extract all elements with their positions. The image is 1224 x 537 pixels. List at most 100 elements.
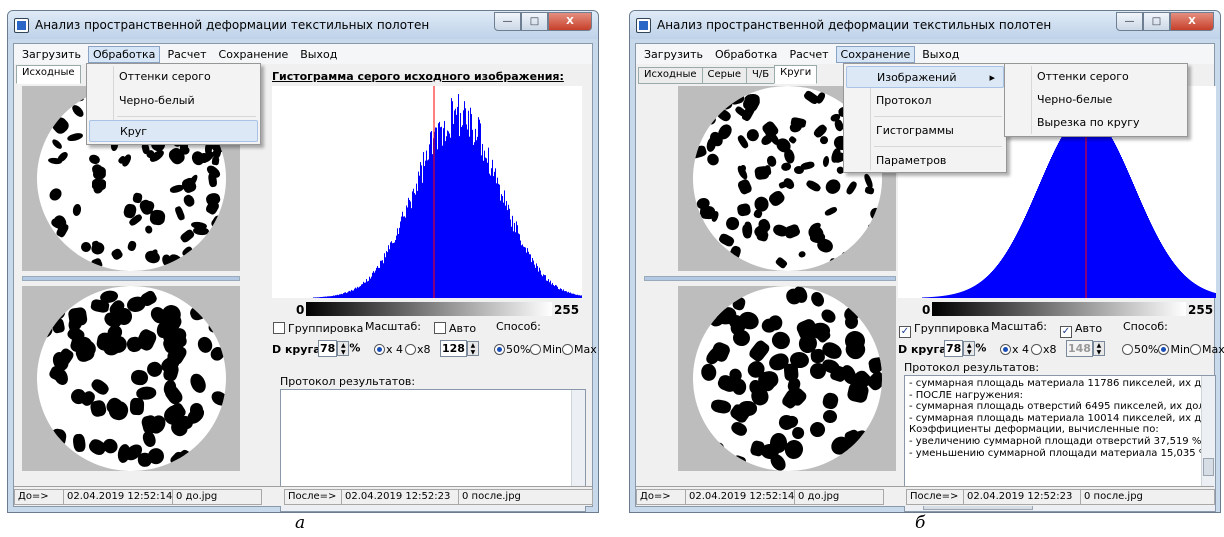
radio-method-max[interactable] bbox=[561, 344, 573, 355]
tab-gray[interactable]: Серые bbox=[701, 67, 748, 84]
radio-method-50[interactable] bbox=[1122, 344, 1133, 355]
menu-calc[interactable]: Расчет bbox=[167, 47, 207, 61]
menu-icon-strip bbox=[870, 66, 871, 170]
histogram-bar bbox=[971, 287, 972, 298]
histogram-bar bbox=[1175, 265, 1176, 298]
histogram-bar bbox=[1118, 150, 1119, 298]
menu-item-params[interactable]: Параметров bbox=[876, 154, 947, 167]
menu-item-grayscale[interactable]: Оттенки серого bbox=[119, 70, 211, 83]
grouping-checkbox[interactable]: Группировка bbox=[273, 322, 363, 335]
menu-item-protocol[interactable]: Протокол bbox=[876, 94, 932, 107]
radio-scale-8[interactable] bbox=[1031, 344, 1043, 355]
auto-checkbox[interactable]: ✓ Авто bbox=[1060, 322, 1102, 338]
gray-gradient-bar bbox=[306, 302, 552, 316]
pore-blob bbox=[741, 224, 753, 240]
radio-method-max[interactable] bbox=[1189, 344, 1201, 355]
histogram-bar bbox=[1088, 114, 1089, 298]
spin-arrows[interactable]: ▲ ▼ bbox=[963, 341, 976, 356]
histogram-bar bbox=[1142, 204, 1143, 298]
histogram-bar bbox=[933, 296, 934, 298]
histogram-bar bbox=[1167, 253, 1168, 298]
menu-save[interactable]: Сохранение bbox=[835, 45, 916, 63]
pore-blob bbox=[66, 131, 84, 143]
spin-arrows[interactable]: ▲ ▼ bbox=[466, 341, 479, 356]
histogram-bar bbox=[1180, 270, 1181, 298]
scroll-thumb[interactable] bbox=[1203, 458, 1214, 476]
diameter-spinner[interactable]: 78 ▲ ▼% bbox=[944, 340, 986, 357]
menu-exit[interactable]: Выход bbox=[300, 47, 338, 61]
menu-load[interactable]: Загрузить bbox=[22, 47, 81, 61]
submenu-item-bw[interactable]: Черно-белые bbox=[1037, 93, 1113, 106]
threshold-spinner[interactable]: 128 ▲ ▼ bbox=[440, 340, 479, 357]
submenu-item-grayscale[interactable]: Оттенки серого bbox=[1037, 70, 1129, 83]
diameter-spinner[interactable]: 78 ▲ ▼% bbox=[318, 340, 360, 357]
pore-blob bbox=[723, 215, 741, 233]
title-bar[interactable]: Анализ пространственной деформации текст… bbox=[8, 11, 598, 39]
histogram-bar bbox=[373, 271, 374, 298]
spin-arrows[interactable]: ▲ ▼ bbox=[337, 341, 350, 356]
minimize-button[interactable]: — bbox=[1116, 12, 1143, 31]
protocol-line: - суммарная площадь материала 10014 пикс… bbox=[909, 412, 1216, 424]
maximize-button[interactable]: □ bbox=[1143, 12, 1170, 31]
menu-exit[interactable]: Выход bbox=[922, 47, 960, 61]
radio-scale-4[interactable] bbox=[374, 344, 385, 355]
title-bar[interactable]: Анализ пространственной деформации текст… bbox=[630, 11, 1220, 39]
maximize-button[interactable]: □ bbox=[521, 12, 548, 31]
threshold-value[interactable]: 148 bbox=[1066, 340, 1093, 357]
threshold-spinner[interactable]: 148 ▲ ▼ bbox=[1066, 340, 1105, 357]
menu-save[interactable]: Сохранение bbox=[218, 47, 289, 61]
menu-item-images[interactable]: Изображений ▸ bbox=[846, 66, 1004, 88]
vertical-scrollbar[interactable] bbox=[571, 390, 585, 497]
histogram-bar bbox=[937, 296, 938, 298]
diameter-value[interactable]: 78 bbox=[318, 340, 338, 357]
menu-item-circle[interactable]: Круг bbox=[89, 120, 258, 142]
window-title: Анализ пространственной деформации текст… bbox=[657, 18, 1052, 32]
pore-blob bbox=[704, 151, 721, 168]
spin-arrows[interactable]: ▲ ▼ bbox=[1092, 341, 1105, 356]
histogram-bar bbox=[1043, 174, 1044, 298]
menu-load[interactable]: Загрузить bbox=[644, 47, 703, 61]
histogram-bar bbox=[1050, 159, 1051, 298]
histogram-bar bbox=[413, 188, 414, 298]
pane-splitter[interactable] bbox=[22, 276, 240, 281]
menu-item-histograms[interactable]: Гистограммы bbox=[876, 124, 954, 137]
tab-source[interactable]: Исходные bbox=[16, 65, 81, 84]
status-after-file: 0 после.jpg bbox=[458, 489, 593, 505]
pane-splitter[interactable] bbox=[644, 276, 896, 281]
radio-scale-4[interactable] bbox=[1000, 344, 1011, 355]
submenu-item-circle-cut[interactable]: Вырезка по кругу bbox=[1037, 116, 1140, 129]
histogram-bar bbox=[1174, 263, 1175, 298]
radio-method-min[interactable] bbox=[1158, 344, 1170, 355]
vertical-scrollbar[interactable] bbox=[1201, 376, 1215, 497]
tab-circles[interactable]: Круги bbox=[774, 65, 818, 84]
menu-calc[interactable]: Расчет bbox=[789, 47, 829, 61]
menu-processing[interactable]: Обработка bbox=[714, 47, 778, 61]
radio-method-min[interactable] bbox=[530, 344, 542, 355]
checkbox-box[interactable] bbox=[273, 322, 285, 334]
images-submenu: Оттенки серого Черно-белые Вырезка по кр… bbox=[1004, 63, 1188, 137]
checkbox-box[interactable]: ✓ bbox=[1060, 326, 1072, 338]
auto-checkbox[interactable]: Авто bbox=[434, 322, 476, 335]
diameter-label: D круга bbox=[272, 343, 321, 356]
histogram-bar bbox=[1089, 114, 1090, 298]
tab-source[interactable]: Исходные bbox=[638, 67, 703, 84]
close-button[interactable]: X bbox=[1170, 12, 1214, 31]
pore-blob bbox=[149, 209, 167, 227]
minimize-button[interactable]: — bbox=[494, 12, 521, 31]
radio-method-50[interactable] bbox=[494, 344, 505, 355]
checkbox-box[interactable]: ✓ bbox=[899, 326, 911, 338]
histogram-bar bbox=[430, 132, 431, 298]
tab-bw[interactable]: Ч/Б bbox=[746, 67, 776, 84]
diameter-value[interactable]: 78 bbox=[944, 340, 964, 357]
histogram-bar bbox=[354, 288, 355, 298]
histogram-bar bbox=[1170, 258, 1171, 298]
close-button[interactable]: X bbox=[548, 12, 592, 31]
menu-processing[interactable]: Обработка bbox=[87, 45, 161, 63]
menu-item-bw[interactable]: Черно-белый bbox=[119, 94, 195, 107]
radio-scale-8[interactable] bbox=[405, 344, 417, 355]
radio-label: Max bbox=[1201, 343, 1224, 356]
grouping-checkbox[interactable]: ✓ Группировка bbox=[899, 322, 989, 338]
threshold-value[interactable]: 128 bbox=[440, 340, 467, 357]
histogram-bar bbox=[571, 293, 572, 298]
checkbox-box[interactable] bbox=[434, 322, 446, 334]
